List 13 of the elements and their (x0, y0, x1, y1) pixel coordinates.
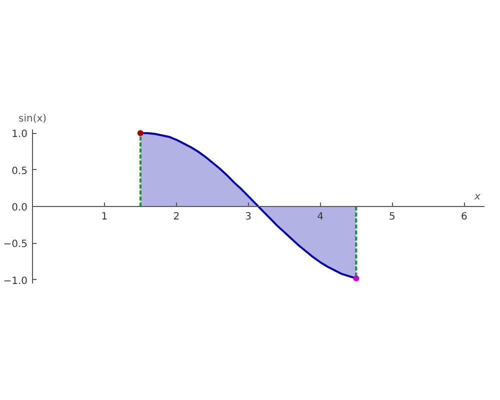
x-axis-title: x (474, 192, 480, 202)
y-tick-label: 1.0 (12, 129, 28, 140)
x-tick-label: 5 (389, 212, 396, 222)
x-tick-label: 4 (317, 212, 324, 222)
x-tick-label: 2 (173, 212, 180, 222)
x-tick-label: 1 (101, 212, 108, 222)
x-tick-label: 3 (245, 212, 252, 222)
x-tick-label: 6 (460, 212, 468, 222)
y-tick-label: 0.5 (12, 166, 28, 177)
y-tick-label: −1.0 (3, 276, 28, 287)
y-tick-label: 0.0 (12, 202, 28, 214)
y-axis-title: sin(x) (18, 114, 47, 124)
y-tick-label: −0.5 (3, 239, 28, 250)
